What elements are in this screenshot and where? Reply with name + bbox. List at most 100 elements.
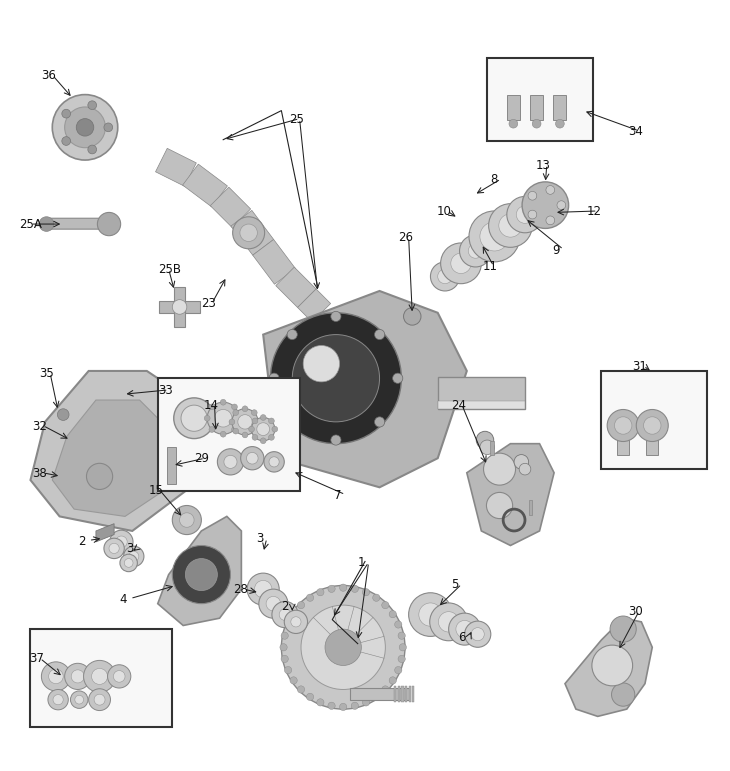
Circle shape: [270, 313, 402, 443]
Circle shape: [259, 589, 288, 618]
Polygon shape: [231, 210, 274, 255]
Text: 2: 2: [281, 600, 289, 613]
Circle shape: [71, 691, 88, 709]
Circle shape: [307, 693, 314, 701]
Circle shape: [331, 435, 341, 445]
Circle shape: [49, 669, 64, 684]
Text: 28: 28: [233, 584, 247, 596]
Circle shape: [207, 402, 239, 434]
Circle shape: [249, 426, 255, 432]
Text: 2: 2: [78, 534, 85, 547]
Circle shape: [261, 438, 266, 443]
Circle shape: [204, 416, 210, 421]
Circle shape: [480, 222, 509, 251]
Circle shape: [120, 554, 137, 571]
Circle shape: [373, 693, 380, 701]
Circle shape: [509, 120, 518, 128]
Bar: [618, 424, 629, 455]
Text: 3: 3: [126, 542, 134, 555]
Circle shape: [483, 453, 515, 485]
Circle shape: [224, 456, 237, 469]
Circle shape: [439, 611, 459, 632]
FancyBboxPatch shape: [487, 58, 593, 141]
Circle shape: [287, 417, 297, 427]
Circle shape: [395, 621, 402, 628]
Text: 24: 24: [451, 399, 466, 412]
Circle shape: [238, 415, 252, 429]
Circle shape: [362, 699, 369, 706]
Polygon shape: [155, 148, 196, 187]
Text: 33: 33: [158, 384, 172, 397]
Circle shape: [233, 409, 239, 416]
Circle shape: [72, 670, 84, 683]
Circle shape: [534, 198, 548, 213]
Polygon shape: [507, 95, 520, 120]
Bar: [647, 424, 658, 455]
Circle shape: [507, 197, 543, 233]
Polygon shape: [565, 618, 652, 716]
Polygon shape: [298, 289, 331, 322]
Circle shape: [123, 546, 144, 567]
Text: 36: 36: [42, 69, 56, 82]
Circle shape: [272, 426, 277, 432]
Bar: [529, 500, 532, 515]
Circle shape: [209, 426, 215, 433]
Text: 10: 10: [437, 205, 451, 218]
Circle shape: [53, 695, 64, 705]
Circle shape: [419, 603, 442, 626]
Circle shape: [317, 588, 324, 596]
Circle shape: [519, 463, 531, 475]
Circle shape: [251, 409, 257, 416]
Bar: [394, 686, 396, 702]
Circle shape: [281, 655, 288, 662]
FancyBboxPatch shape: [602, 371, 707, 469]
Text: 5: 5: [451, 578, 458, 591]
Polygon shape: [159, 301, 200, 313]
Circle shape: [382, 601, 389, 609]
Text: 25: 25: [288, 113, 304, 126]
Circle shape: [317, 699, 324, 706]
Circle shape: [285, 666, 292, 674]
Bar: [490, 442, 493, 455]
Text: 34: 34: [629, 125, 643, 138]
Circle shape: [88, 101, 96, 109]
FancyBboxPatch shape: [31, 629, 172, 727]
Circle shape: [269, 434, 274, 440]
Circle shape: [460, 235, 491, 267]
Circle shape: [94, 694, 105, 705]
Circle shape: [281, 585, 405, 709]
Circle shape: [468, 244, 483, 258]
Circle shape: [486, 493, 512, 519]
Circle shape: [449, 613, 480, 645]
Circle shape: [526, 190, 556, 220]
Circle shape: [291, 617, 301, 627]
Text: 29: 29: [194, 453, 209, 466]
Circle shape: [86, 463, 112, 490]
Circle shape: [215, 409, 232, 427]
Circle shape: [65, 107, 105, 148]
Text: 23: 23: [201, 297, 216, 310]
Circle shape: [104, 123, 112, 132]
Circle shape: [124, 558, 133, 567]
Text: 26: 26: [398, 231, 412, 244]
Circle shape: [39, 217, 54, 231]
Circle shape: [499, 214, 522, 237]
Circle shape: [373, 594, 380, 601]
Circle shape: [65, 663, 91, 689]
Circle shape: [261, 415, 266, 420]
Circle shape: [241, 446, 264, 470]
Circle shape: [610, 616, 637, 642]
Polygon shape: [182, 164, 228, 207]
Circle shape: [307, 594, 314, 601]
Circle shape: [110, 530, 133, 554]
Circle shape: [398, 655, 405, 662]
Circle shape: [252, 418, 274, 441]
Circle shape: [104, 538, 124, 558]
Circle shape: [181, 405, 207, 431]
Circle shape: [257, 423, 269, 436]
Circle shape: [389, 677, 396, 684]
Circle shape: [374, 417, 385, 427]
Circle shape: [91, 668, 107, 685]
Circle shape: [264, 452, 284, 472]
Polygon shape: [253, 240, 296, 284]
